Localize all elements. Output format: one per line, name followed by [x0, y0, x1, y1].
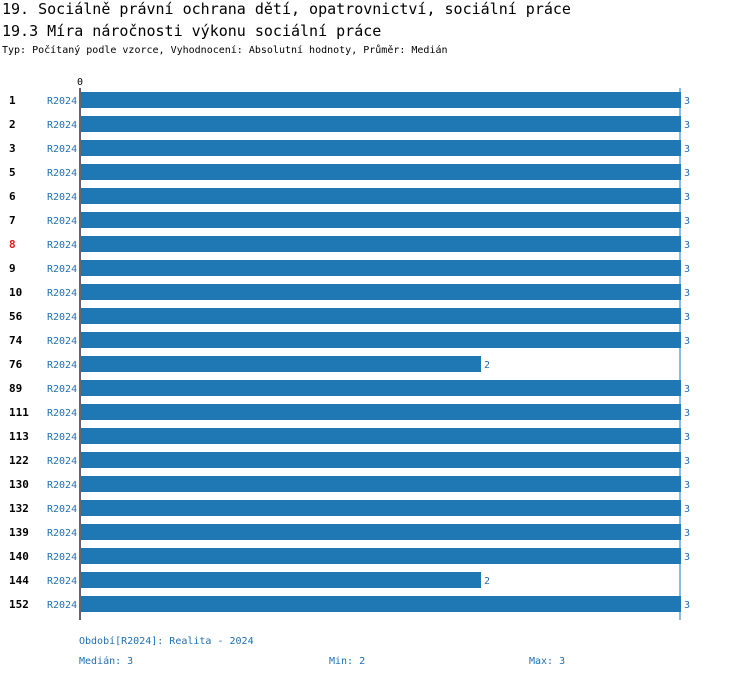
category-label: 3	[9, 142, 16, 155]
category-label: 89	[9, 382, 22, 395]
bar-value-label: 3	[684, 528, 690, 539]
series-label: R2024	[47, 432, 77, 443]
series-label: R2024	[47, 96, 77, 107]
series-label: R2024	[47, 336, 77, 347]
category-label: 7	[9, 214, 16, 227]
bar	[81, 164, 681, 180]
category-label: 5	[9, 166, 16, 179]
bar	[81, 92, 681, 108]
footer-median: Medián: 3	[79, 656, 134, 667]
category-label: 130	[9, 478, 29, 491]
category-label: 56	[9, 310, 23, 323]
series-label: R2024	[47, 288, 77, 299]
bar	[81, 500, 681, 516]
bar-value-label: 2	[484, 360, 490, 371]
bar-value-label: 3	[684, 264, 690, 275]
bar	[81, 380, 681, 396]
category-label: 8	[9, 238, 16, 251]
category-label: 122	[9, 454, 29, 467]
bar-value-label: 3	[684, 384, 690, 395]
bar	[81, 596, 681, 612]
series-label: R2024	[47, 360, 77, 371]
bar	[81, 188, 681, 204]
bar-value-label: 3	[684, 480, 690, 491]
category-label: 6	[9, 190, 16, 203]
bar-value-label: 3	[684, 312, 690, 323]
category-label: 9	[9, 262, 16, 275]
chart-info: Typ: Počítaný podle vzorce, Vyhodnocení:…	[2, 45, 448, 56]
bar-value-label: 3	[684, 408, 690, 419]
bar	[81, 452, 681, 468]
bar	[81, 548, 681, 564]
category-label: 140	[9, 550, 29, 563]
chart-subtitle: 19.3 Míra náročnosti výkonu sociální prá…	[2, 22, 382, 40]
bar	[81, 284, 681, 300]
bar	[81, 140, 681, 156]
bar	[81, 260, 681, 276]
bar	[81, 428, 681, 444]
category-label: 1	[9, 94, 16, 107]
bar-value-label: 3	[684, 504, 690, 515]
bar-value-label: 3	[684, 288, 690, 299]
series-label: R2024	[47, 480, 77, 491]
series-label: R2024	[47, 312, 77, 323]
bar	[81, 236, 681, 252]
bar-value-label: 2	[484, 576, 490, 587]
bar	[81, 476, 681, 492]
bar	[81, 572, 481, 588]
bar	[81, 212, 681, 228]
bar-value-label: 3	[684, 552, 690, 563]
chart-title: 19. Sociálně právní ochrana dětí, opatro…	[2, 0, 571, 18]
series-label: R2024	[47, 504, 77, 515]
category-label: 139	[9, 526, 29, 539]
bar-value-label: 3	[684, 240, 690, 251]
bar	[81, 308, 681, 324]
bar	[81, 116, 681, 132]
series-label: R2024	[47, 552, 77, 563]
footer-max: Max: 3	[529, 656, 566, 667]
bar-value-label: 3	[684, 216, 690, 227]
bar	[81, 404, 681, 420]
category-label: 76	[9, 358, 23, 371]
category-label: 144	[9, 574, 29, 587]
bar-value-label: 3	[684, 432, 690, 443]
series-label: R2024	[47, 384, 77, 395]
category-label: 111	[9, 406, 29, 419]
bar-value-label: 3	[684, 600, 690, 611]
series-label: R2024	[47, 600, 77, 611]
bar-value-label: 3	[684, 168, 690, 179]
series-label: R2024	[47, 408, 77, 419]
series-label: R2024	[47, 216, 77, 227]
bar	[81, 356, 481, 372]
series-label: R2024	[47, 264, 77, 275]
series-label: R2024	[47, 528, 77, 539]
series-label: R2024	[47, 240, 77, 251]
bar-value-label: 3	[684, 120, 690, 131]
category-label: 10	[9, 286, 22, 299]
bar-value-label: 3	[684, 336, 690, 347]
category-label: 152	[9, 598, 29, 611]
series-label: R2024	[47, 144, 77, 155]
category-label: 2	[9, 118, 16, 131]
series-label: R2024	[47, 192, 77, 203]
series-label: R2024	[47, 576, 77, 587]
bar	[81, 524, 681, 540]
series-label: R2024	[47, 168, 77, 179]
bar-value-label: 3	[684, 456, 690, 467]
footer-period: Období[R2024]: Realita - 2024	[79, 636, 254, 647]
footer-min: Min: 2	[329, 656, 366, 667]
x-axis-tick-label: 0	[77, 77, 83, 88]
bar-value-label: 3	[684, 96, 690, 107]
bar-value-label: 3	[684, 144, 690, 155]
bar-value-label: 3	[684, 192, 690, 203]
category-label: 74	[9, 334, 23, 347]
bar	[81, 332, 681, 348]
series-label: R2024	[47, 456, 77, 467]
series-label: R2024	[47, 120, 77, 131]
category-label: 132	[9, 502, 29, 515]
category-label: 113	[9, 430, 29, 443]
